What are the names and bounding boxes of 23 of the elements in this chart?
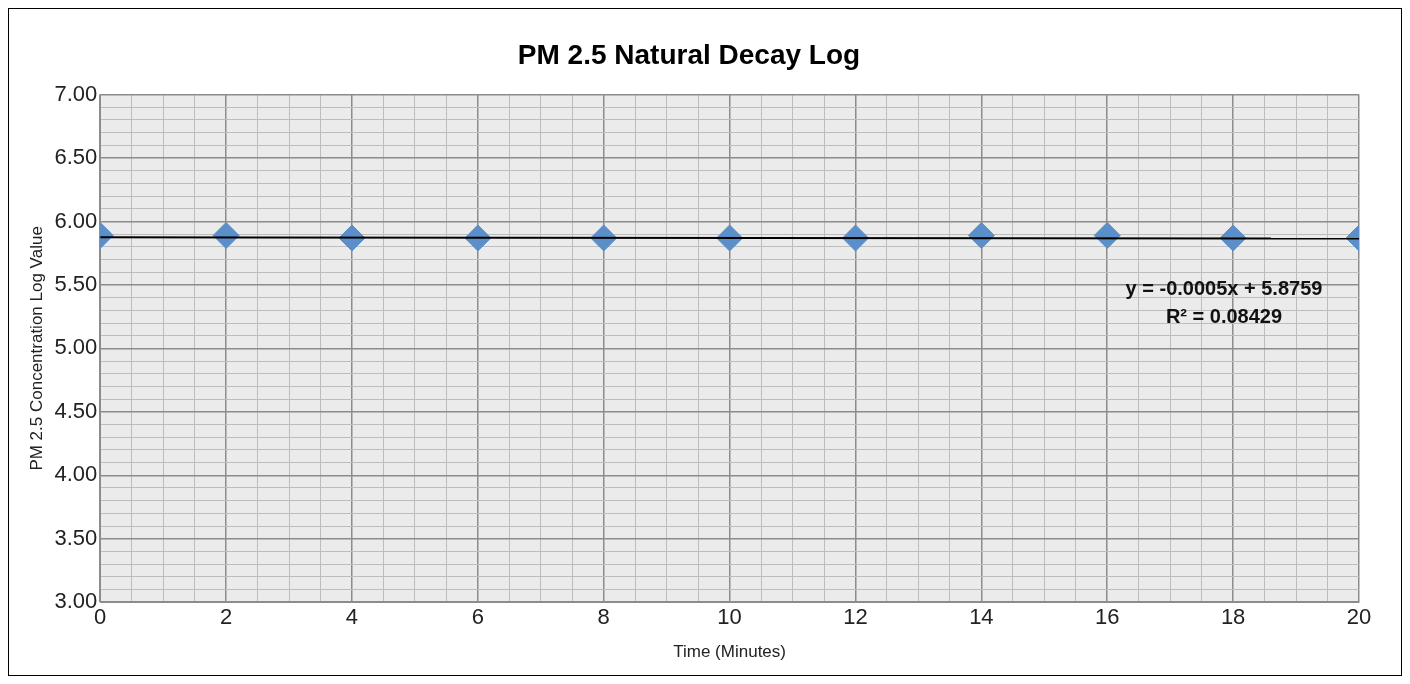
y-tick-label: 6.00 (54, 207, 98, 233)
x-tick-label: 2 (219, 604, 233, 630)
x-tick-label: 8 (597, 604, 610, 630)
x-axis-title: Time (Minutes) (673, 642, 786, 662)
x-tick-label: 18 (1220, 604, 1246, 630)
x-tick-label: 6 (471, 604, 484, 630)
y-tick-label: 4.50 (54, 397, 98, 423)
y-tick-label: 5.00 (54, 334, 98, 360)
y-tick-label: 7.00 (54, 80, 98, 106)
y-tick-label: 6.50 (54, 144, 98, 170)
y-tick-label: 3.50 (54, 524, 98, 550)
y-axis-title: PM 2.5 Concentration Log Value (26, 226, 46, 471)
x-tick-label: 10 (717, 604, 742, 630)
annotation: y = -0.0005x + 5.8759 (1125, 277, 1323, 300)
x-tick-label: 16 (1095, 604, 1120, 630)
y-tick-label: 5.50 (54, 271, 98, 297)
x-tick-label: 12 (843, 604, 868, 630)
chart-title: PM 2.5 Natural Decay Log (517, 38, 861, 70)
x-tick-label: 20 (1346, 604, 1372, 630)
x-tick-label: 4 (345, 604, 359, 630)
x-tick-label: 14 (969, 604, 994, 630)
annotation: R² = 0.08429 (1165, 305, 1283, 328)
y-tick-label: 4.00 (54, 461, 98, 487)
